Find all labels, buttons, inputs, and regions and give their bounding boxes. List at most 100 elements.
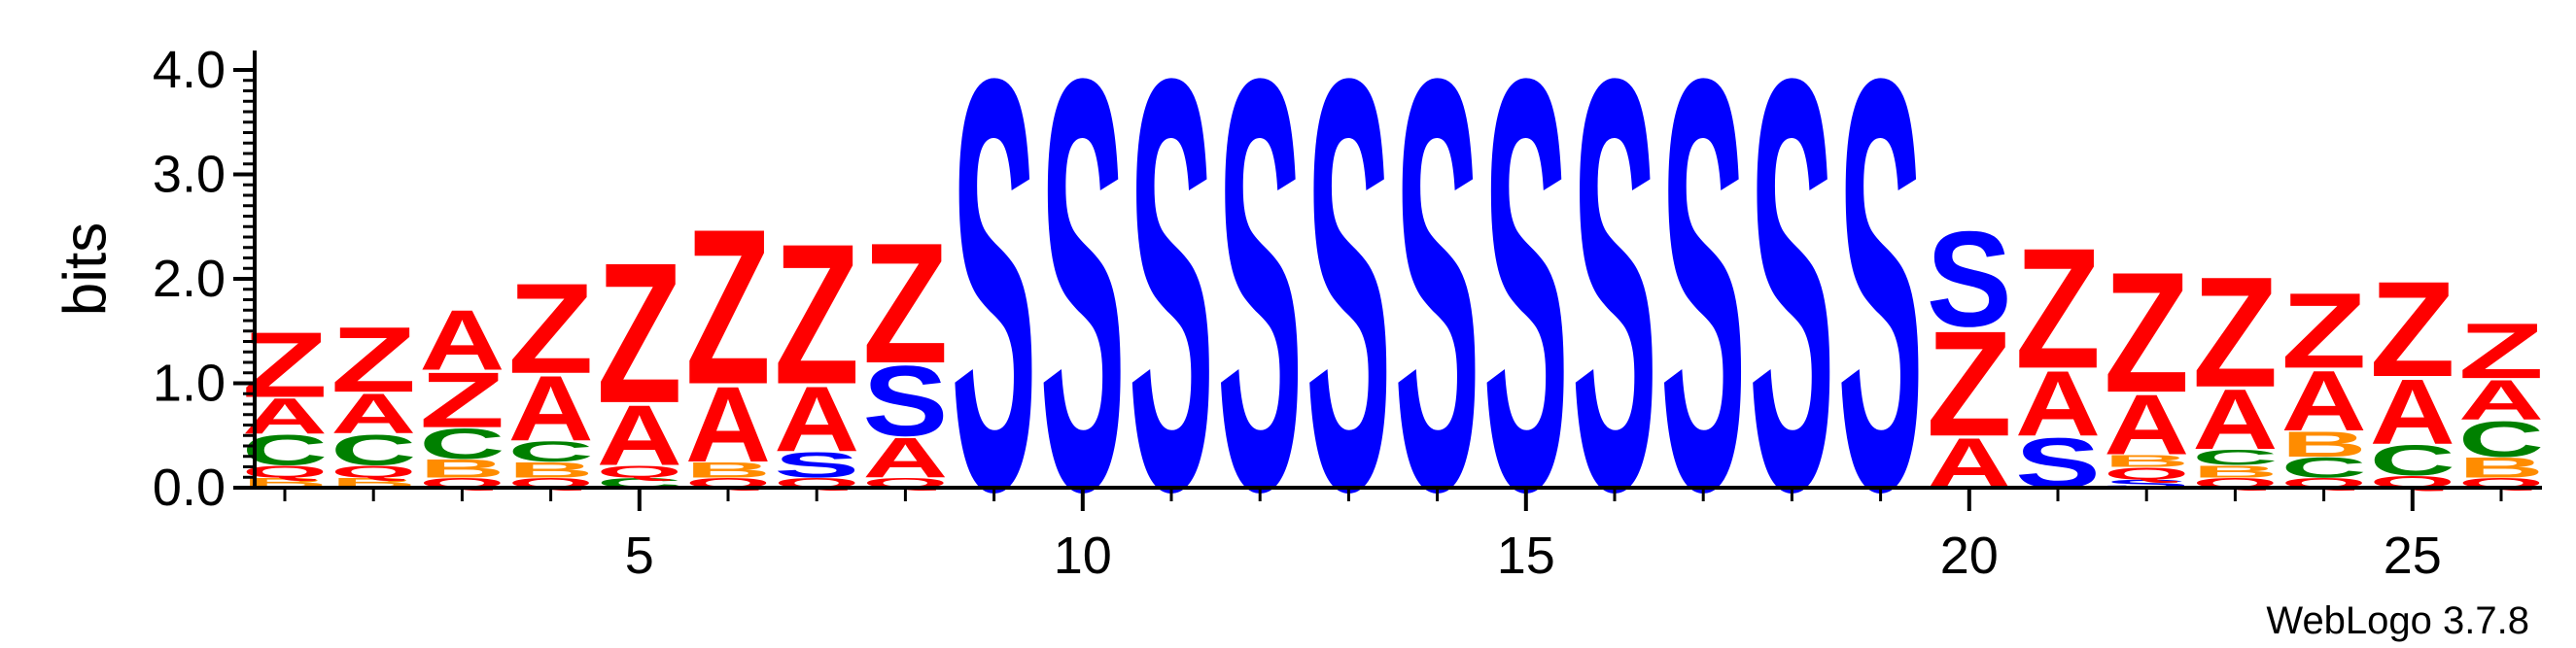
logo-letter-text: Z <box>331 307 416 411</box>
logo-letter-text: S <box>1129 0 1214 612</box>
logo-letter-a: A <box>508 358 594 461</box>
logo-letter-a: A <box>2458 368 2544 432</box>
logo-letter-s: S <box>952 0 1037 612</box>
logo-letter-s: S <box>1838 0 1924 612</box>
logo-letter-text: S <box>1483 0 1569 612</box>
logo-letter-text: C <box>419 420 505 467</box>
logo-letter-z: Z <box>685 184 771 431</box>
logo-letter-text: S <box>1395 0 1480 612</box>
logo-letter-text: A <box>597 388 682 484</box>
logo-letter-text: C <box>2458 411 2544 467</box>
y-tick-label: 1.0 <box>153 355 226 413</box>
weblogo-credit: WebLogo 3.7.8 <box>2266 599 2529 642</box>
logo-letter-b: B <box>2458 452 2544 484</box>
logo-letter-s: S <box>774 445 859 485</box>
logo-letter-z: Z <box>2104 237 2189 428</box>
logo-letter-text: S <box>952 0 1037 612</box>
logo-letter-text: S <box>1572 0 1657 612</box>
logo-letter-z: Z <box>2192 245 2278 421</box>
logo-letter-text: S <box>1040 0 1126 612</box>
logo-letter-text: A <box>685 364 771 484</box>
logo-letter-text: Z <box>2104 237 2189 428</box>
logo-letter-c: C <box>2458 411 2544 467</box>
logo-letter-text: Z <box>774 202 859 426</box>
logo-letter-s: S <box>1572 0 1657 612</box>
logo-letter-c: C <box>2370 437 2455 485</box>
logo-letter-a: A <box>2370 360 2455 464</box>
logo-letter-text: A <box>2281 353 2367 449</box>
logo-letter-z: Z <box>419 356 505 444</box>
logo-letter-b: B <box>685 458 771 482</box>
y-axis-ticks: 0.0 1.0 2.0 3.0 4.0 <box>153 41 255 517</box>
logo-letter-a: A <box>597 388 682 484</box>
x-tick-label: 25 <box>2384 527 2442 585</box>
logo-letter-text: Z <box>419 356 505 444</box>
logo-letter-text: S <box>1305 0 1391 612</box>
logo-letter-text: S <box>1927 203 2012 355</box>
logo-letter-a: A <box>419 292 505 389</box>
logo-letter-a: A <box>862 426 948 490</box>
logo-letter-text: C <box>508 436 594 468</box>
y-tick-label: 0.0 <box>153 459 226 517</box>
logo-letter-text: Q <box>331 462 416 482</box>
logo-letter-s: S <box>1749 0 1834 612</box>
logo-letter-text: B <box>685 458 771 482</box>
x-tick-label: 5 <box>625 527 654 585</box>
logo-letter-z: Z <box>862 208 948 399</box>
logo-letter-a: A <box>331 382 416 446</box>
logo-letter-s: S <box>1660 0 1746 612</box>
logo-letter-text: B <box>508 458 594 482</box>
y-tick-label: 4.0 <box>153 41 226 99</box>
logo-letter-text: Z <box>685 184 771 431</box>
logo-letter-a: A <box>2015 353 2101 457</box>
logo-letter-text: Z <box>1927 300 2012 468</box>
logo-letter-b: B <box>2192 461 2278 481</box>
logo-letter-text: A <box>331 382 416 446</box>
logo-letter-text: Z <box>597 221 682 445</box>
logo-letter-a: A <box>685 364 771 484</box>
logo-letter-q: Q <box>597 462 682 482</box>
logo-letter-z: Z <box>597 221 682 445</box>
logo-letter-text: S <box>1749 0 1834 612</box>
logo-letter-z: Z <box>1927 300 2012 468</box>
logo-letter-text: Z <box>2015 213 2101 404</box>
logo-letter-text: Q <box>2104 464 2189 484</box>
logo-letter-text: C <box>331 426 416 474</box>
logo-letter-text: B <box>2104 452 2189 471</box>
logo-letter-s: S <box>1217 0 1303 612</box>
logo-letter-c: C <box>331 426 416 474</box>
logo-letter-s: S <box>1129 0 1214 612</box>
logo-letter-text: A <box>862 426 948 490</box>
logo-letter-text: A <box>2015 353 2101 457</box>
logo-letter-text: Z <box>508 257 594 400</box>
logo-letter-text: Z <box>862 208 948 399</box>
logo-letter-text: A <box>419 292 505 389</box>
logo-letter-z: Z <box>2015 213 2101 404</box>
logo-letter-text: C <box>2370 437 2455 485</box>
logo-letter-a: A <box>2192 372 2278 468</box>
logo-letter-c: C <box>2281 452 2367 484</box>
logo-letter-text: S <box>1838 0 1924 612</box>
logo-letter-text: A <box>2370 360 2455 464</box>
logo-letter-text: A <box>2458 368 2544 432</box>
logo-letter-s: S <box>1395 0 1480 612</box>
logo-letter-a: A <box>774 368 859 472</box>
x-tick-label: 15 <box>1497 527 1555 585</box>
x-tick-label: 10 <box>1054 527 1112 585</box>
logo-letter-text: Q <box>597 462 682 482</box>
logo-letter-q: Q <box>2104 464 2189 484</box>
logo-letter-a: A <box>2104 377 2189 473</box>
logo-letter-c: C <box>419 420 505 467</box>
logo-letter-b: B <box>2281 425 2367 464</box>
logo-letter-text: B <box>2458 452 2544 484</box>
logo-letter-s: S <box>862 346 948 458</box>
logo-letter-s: S <box>1927 203 2012 355</box>
logo-letter-z: Z <box>774 202 859 426</box>
logo-letter-text: S <box>1660 0 1746 612</box>
logo-letter-text: B <box>419 454 505 483</box>
x-axis-ticks: 5 10 15 20 25 <box>283 488 2503 585</box>
y-axis-label: bits <box>52 222 119 316</box>
logo-letter-s: S <box>1305 0 1391 612</box>
logo-letter-s: S <box>1483 0 1569 612</box>
